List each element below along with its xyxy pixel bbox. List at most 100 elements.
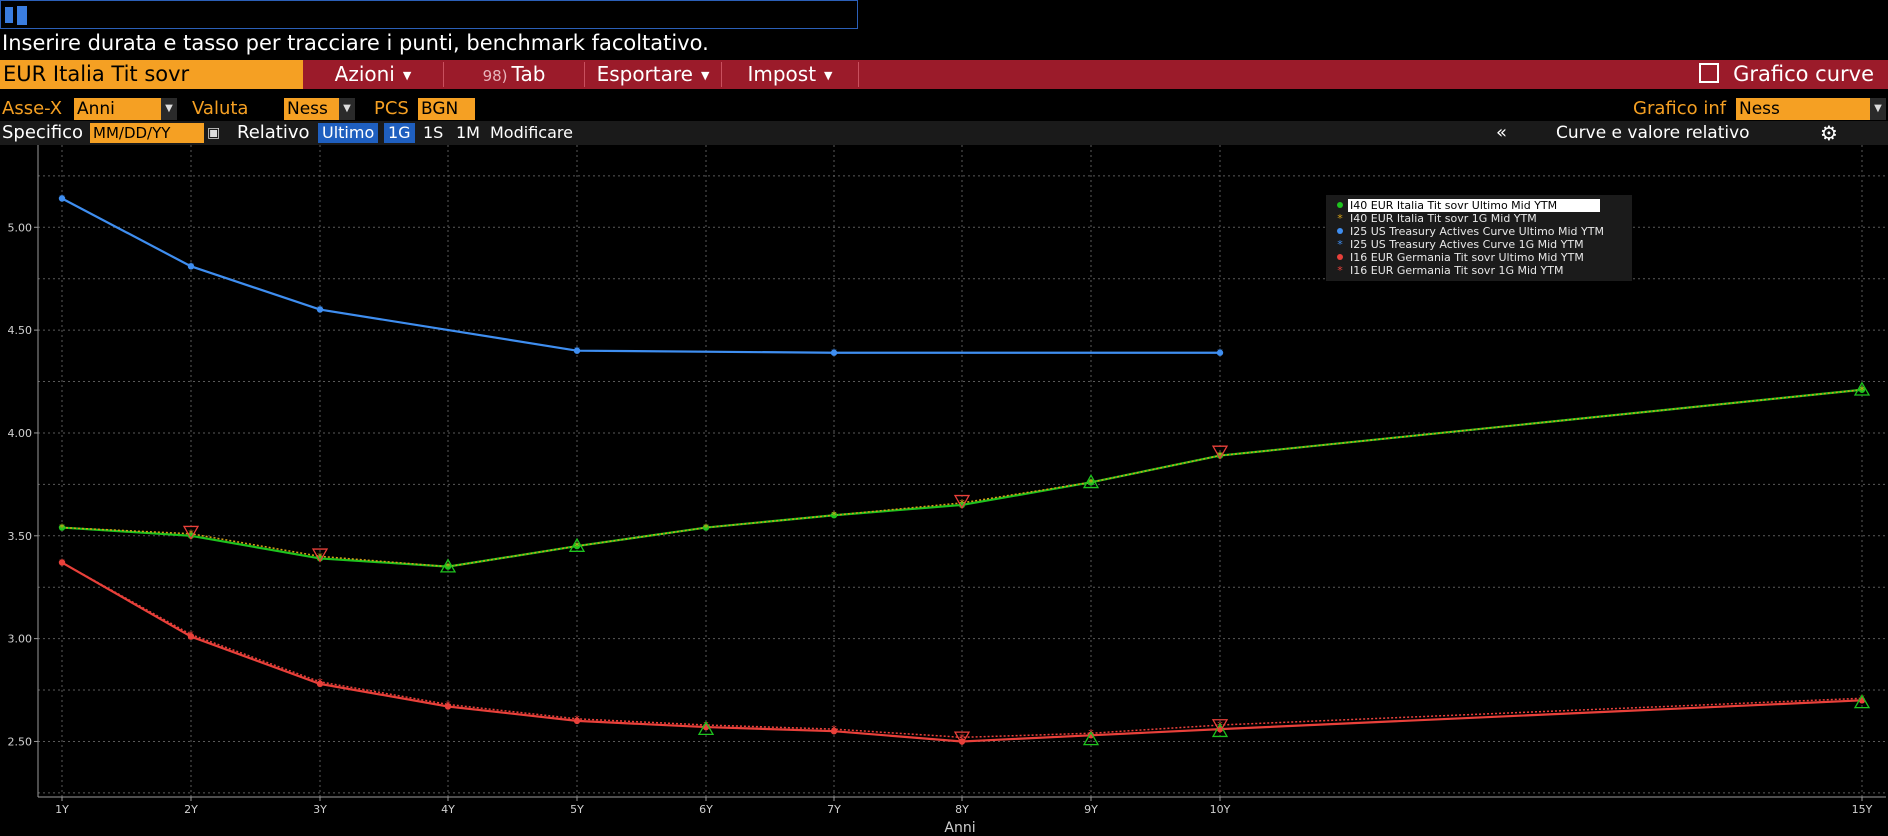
benchmark-triangle (953, 494, 971, 510)
settings-label: Impost (747, 62, 817, 86)
benchmark-triangle (1082, 731, 1100, 746)
actions-menu[interactable]: Azioni ▼ (303, 60, 443, 89)
benchmark-triangle (1853, 694, 1871, 709)
command-line[interactable] (0, 0, 858, 29)
data-point (1087, 732, 1095, 739)
settings-menu[interactable]: Impost ▼ (722, 60, 858, 89)
pcs-label: PCS (374, 98, 409, 119)
x-tick-label: 9Y (1084, 803, 1098, 816)
data-point (1216, 349, 1224, 356)
chart-title: Grafico curve (1733, 62, 1874, 86)
right-panel-header: « Curve e valore relativo ⚙ (1490, 121, 1888, 145)
legend-swatch-dot (1337, 254, 1343, 260)
currency-value: Ness (287, 99, 328, 119)
chevron-down-icon: ▼ (1870, 98, 1886, 120)
y-tick-label: 3.00 (8, 633, 33, 646)
data-point (444, 563, 452, 570)
pcs-value: BGN (421, 99, 459, 119)
data-point-star: * (574, 345, 580, 358)
data-point-star: * (959, 497, 965, 510)
legend-swatch-star: * (1337, 212, 1343, 225)
xaxis-value: Anni (77, 99, 115, 119)
x-tick-label: 2Y (184, 803, 198, 816)
data-point-star: * (317, 304, 323, 317)
tab-shortcut: 98) (482, 67, 508, 85)
xaxis-label: Asse-X (2, 98, 63, 119)
data-point-star: * (188, 528, 194, 541)
data-point-star: * (831, 509, 837, 522)
specific-label: Specifico (2, 122, 84, 143)
options-row: Asse-X Anni ▼ Valuta Ness ▼ PCS BGN Grafic… (0, 96, 1888, 122)
legend-entry: I25 US Treasury Actives Curve Ultimo Mid… (1350, 225, 1604, 238)
x-tick-label: 1Y (55, 803, 69, 816)
y-tick-label: 2.50 (8, 735, 33, 748)
modify-button[interactable]: Modificare (486, 123, 577, 143)
export-menu[interactable]: Esportare ▼ (585, 60, 721, 89)
button-1s[interactable]: 1S (419, 123, 448, 143)
gear-icon[interactable]: ⚙ (1820, 121, 1838, 145)
tab-label: Tab (511, 62, 546, 86)
button-1g[interactable]: 1G (384, 123, 415, 143)
currency-label: Valuta (192, 98, 249, 119)
data-point (573, 717, 581, 725)
benchmark-triangle (182, 525, 200, 540)
date-input[interactable]: MM/DD/YY (90, 123, 204, 143)
data-point-star: * (317, 676, 323, 689)
pcs-field[interactable]: BGN (418, 98, 475, 120)
data-point (316, 306, 324, 313)
x-tick-label: 8Y (955, 803, 969, 816)
series-line-2 (61, 197, 1220, 354)
benchmark-triangle (697, 720, 715, 736)
lower-chart-select[interactable]: Ness ▼ (1736, 98, 1886, 120)
data-point (58, 559, 66, 566)
data-point-star: * (188, 260, 194, 273)
tab-button[interactable]: 98) Tab (444, 60, 584, 89)
calendar-icon[interactable]: ▣ (207, 125, 221, 141)
currency-select[interactable]: Ness ▼ (284, 98, 355, 120)
data-point (187, 532, 195, 539)
x-tick-label: 5Y (570, 803, 584, 816)
data-point-star: * (59, 522, 65, 535)
x-tick-label: 7Y (827, 803, 841, 816)
data-point (444, 703, 452, 710)
data-point-star: * (1217, 450, 1223, 463)
data-point-star: * (445, 698, 451, 711)
xaxis-select[interactable]: Anni ▼ (74, 98, 177, 120)
x-tick-label: 3Y (313, 803, 327, 816)
data-point-star: * (1217, 347, 1223, 360)
legend-swatch-dot (1337, 202, 1343, 208)
data-point-star: * (703, 522, 709, 535)
collapse-button[interactable]: « (1496, 122, 1508, 143)
menu-divider (443, 62, 444, 87)
menu-divider (584, 62, 585, 87)
chevron-down-icon: ▼ (339, 98, 355, 120)
legend-swatch-star: * (1337, 264, 1343, 277)
relative-label: Relativo (237, 122, 310, 143)
data-point (830, 512, 838, 519)
y-tick-label: 5.00 (8, 221, 33, 234)
data-point (187, 633, 195, 640)
legend-swatch-dot (1337, 228, 1343, 234)
instruction-text: Inserire durata e tasso per tracciare i … (2, 31, 709, 55)
chart-title-link[interactable]: Grafico curve (1699, 60, 1874, 89)
data-point (58, 524, 66, 531)
button-ultimo[interactable]: Ultimo (318, 123, 379, 143)
data-point (573, 347, 581, 354)
command-cursor (17, 6, 27, 25)
data-point (702, 524, 710, 531)
data-point-star: * (1088, 476, 1094, 489)
chart-axes: 2.50 3.00 3.50 4.00 4.50 5.00 1Y 2Y 3Y 4Y 5Y 6Y 7Y 8Y… (8, 145, 1886, 836)
legend-entry: I16 EUR Germania Tit sovr 1G Mid YTM (1350, 264, 1563, 277)
y-tick-label: 3.50 (8, 530, 33, 543)
x-tick-label: 15Y (1852, 803, 1873, 816)
data-point (316, 680, 324, 688)
x-axis-title: Anni (944, 820, 975, 836)
data-point (316, 555, 324, 562)
lower-chart-value: Ness (1739, 99, 1780, 119)
button-1m[interactable]: 1M (452, 123, 484, 143)
security-source-field[interactable]: EUR Italia Tit sovr (0, 60, 303, 89)
legend: I40 EUR Italia Tit sovr Ultimo Mid YTM * I… (1326, 195, 1632, 281)
legend-entry: I16 EUR Germania Tit sovr Ultimo Mid YTM (1350, 251, 1584, 264)
menu-divider (721, 62, 722, 87)
menu-bar: EUR Italia Tit sovr Azioni ▼ 98) Tab Espor… (0, 60, 1888, 89)
